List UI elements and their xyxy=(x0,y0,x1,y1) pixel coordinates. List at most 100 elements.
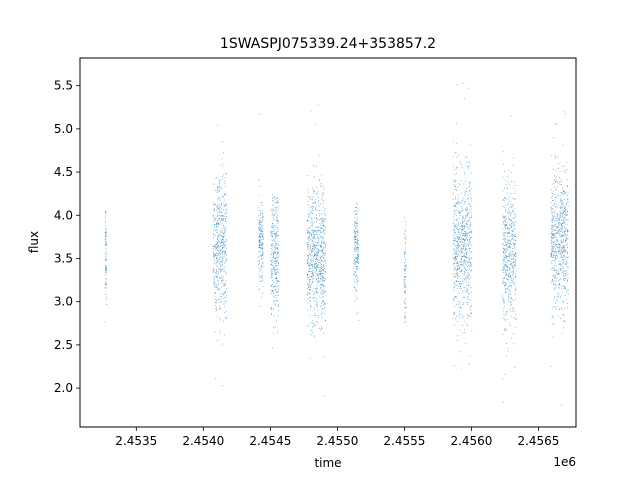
data-point xyxy=(222,220,224,222)
data-point xyxy=(456,273,458,275)
data-point xyxy=(467,292,469,294)
data-point xyxy=(316,273,317,275)
data-point xyxy=(511,223,512,224)
data-point xyxy=(563,219,564,221)
data-point xyxy=(559,210,561,212)
data-point xyxy=(553,274,555,276)
data-point xyxy=(557,218,559,220)
data-point xyxy=(553,191,554,193)
data-point xyxy=(357,254,358,256)
data-point xyxy=(469,268,471,270)
data-point xyxy=(271,214,273,216)
data-point xyxy=(324,286,326,288)
data-point xyxy=(562,239,564,241)
data-point xyxy=(313,292,315,294)
data-point xyxy=(273,252,275,254)
data-point xyxy=(320,250,322,252)
data-point xyxy=(469,263,471,265)
data-point xyxy=(511,258,512,260)
data-point xyxy=(324,395,326,397)
data-point xyxy=(465,249,467,250)
data-point xyxy=(550,365,552,367)
data-point xyxy=(313,244,315,246)
data-point xyxy=(464,240,465,242)
data-point xyxy=(274,299,276,301)
data-point xyxy=(354,221,356,222)
data-point xyxy=(556,237,558,239)
data-point xyxy=(461,258,462,260)
data-point xyxy=(223,276,224,277)
data-point xyxy=(458,306,460,308)
data-point xyxy=(316,268,318,270)
data-point xyxy=(458,239,460,240)
data-point xyxy=(557,295,559,297)
data-point xyxy=(455,226,456,228)
data-point xyxy=(262,233,264,235)
data-point xyxy=(405,316,407,318)
data-point xyxy=(213,253,215,254)
data-point xyxy=(225,194,227,196)
data-point xyxy=(560,200,561,202)
data-point xyxy=(561,239,562,241)
data-point xyxy=(223,228,225,229)
data-point xyxy=(467,221,468,223)
data-point xyxy=(553,234,554,236)
data-point xyxy=(457,281,459,282)
data-point xyxy=(559,244,561,246)
data-point xyxy=(404,283,406,285)
data-point xyxy=(314,226,316,228)
data-point xyxy=(503,164,504,166)
data-point xyxy=(552,248,554,250)
data-point xyxy=(218,198,220,200)
data-point xyxy=(356,266,358,267)
data-point xyxy=(463,239,465,241)
data-point xyxy=(567,294,569,296)
data-point xyxy=(515,314,516,315)
data-point xyxy=(503,317,505,319)
data-point xyxy=(508,254,510,256)
data-point xyxy=(262,252,264,254)
data-point xyxy=(552,244,554,246)
data-point xyxy=(312,288,314,290)
data-point xyxy=(259,225,260,227)
data-point xyxy=(320,255,322,257)
data-point xyxy=(503,301,505,303)
data-point xyxy=(463,227,465,229)
data-point xyxy=(309,286,310,287)
data-point xyxy=(502,176,504,178)
data-point xyxy=(325,291,326,292)
data-point xyxy=(277,248,278,249)
data-point xyxy=(275,207,277,209)
data-point xyxy=(273,240,275,242)
data-point xyxy=(223,250,225,252)
data-point xyxy=(258,209,260,211)
data-point xyxy=(258,194,260,196)
data-point xyxy=(260,244,262,245)
data-point xyxy=(507,239,508,241)
data-point xyxy=(213,280,215,282)
data-point xyxy=(258,288,260,290)
data-point xyxy=(216,265,218,267)
data-point xyxy=(311,332,313,334)
data-point xyxy=(470,222,471,224)
data-point xyxy=(470,266,472,267)
data-point xyxy=(552,212,554,214)
data-point xyxy=(559,228,561,230)
data-point xyxy=(559,182,561,183)
data-point xyxy=(217,226,219,228)
data-point xyxy=(321,293,322,295)
data-point xyxy=(218,208,220,210)
data-point xyxy=(465,260,467,262)
data-point xyxy=(217,279,219,281)
data-point xyxy=(315,230,316,232)
data-point xyxy=(218,220,220,221)
data-point xyxy=(552,216,554,218)
data-point xyxy=(470,231,472,233)
data-point xyxy=(317,260,319,262)
data-point xyxy=(552,316,554,317)
data-point xyxy=(462,218,464,220)
data-point xyxy=(273,253,274,255)
data-point xyxy=(511,297,512,299)
data-point xyxy=(261,202,263,204)
data-point xyxy=(258,264,260,265)
